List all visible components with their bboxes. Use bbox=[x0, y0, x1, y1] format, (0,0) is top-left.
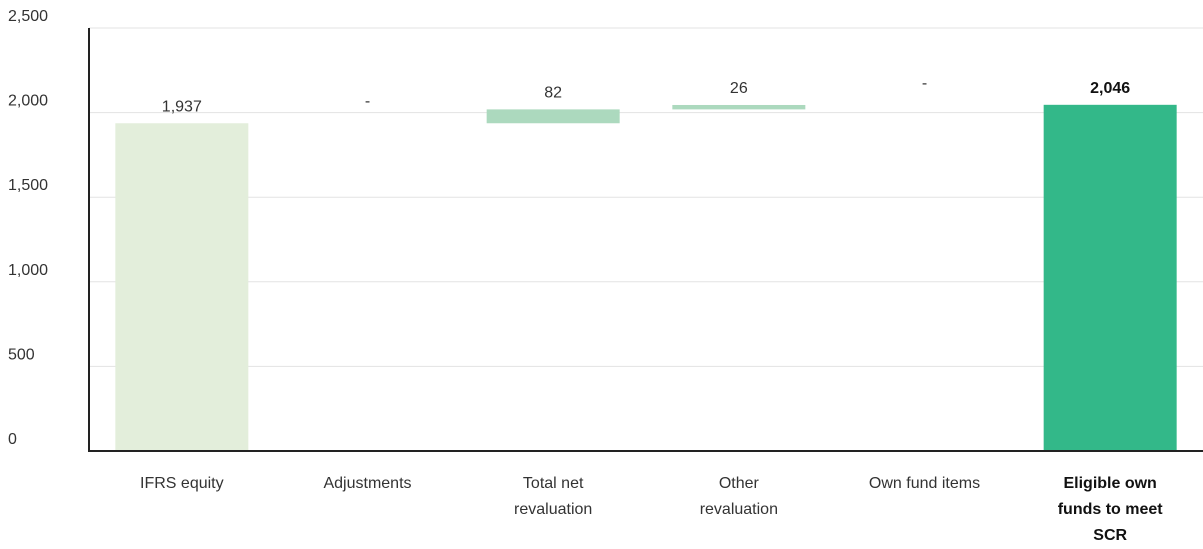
bar bbox=[486, 109, 620, 124]
data-label: 26 bbox=[730, 80, 748, 97]
bar bbox=[1043, 104, 1177, 451]
data-label: 1,937 bbox=[162, 98, 202, 115]
x-tick-label: SCR bbox=[1093, 527, 1127, 544]
x-axis-categories: IFRS equity Adjustments Total net revaluati… bbox=[140, 475, 1163, 544]
x-tick-label: IFRS equity bbox=[140, 475, 224, 492]
bar bbox=[672, 104, 806, 110]
gridlines bbox=[89, 27, 1203, 367]
bar bbox=[115, 123, 249, 452]
y-tick-label: 2,500 bbox=[8, 8, 48, 25]
x-tick-label: Eligible own bbox=[1063, 475, 1156, 492]
data-label: - bbox=[365, 93, 370, 110]
data-labels: 1,937 - 82 26 - 2,046 bbox=[162, 75, 1130, 115]
x-tick-label: Other bbox=[719, 475, 760, 492]
x-tick-label: funds to meet bbox=[1058, 501, 1164, 518]
data-label: 2,046 bbox=[1090, 80, 1130, 97]
x-tick-label: Own fund items bbox=[869, 475, 980, 492]
data-label: 82 bbox=[544, 84, 562, 101]
axes bbox=[88, 28, 1203, 452]
y-tick-label: 1,500 bbox=[8, 177, 48, 194]
bars bbox=[115, 104, 1177, 452]
y-tick-label: 1,000 bbox=[8, 262, 48, 279]
x-tick-label: Total net bbox=[523, 475, 584, 492]
data-label: - bbox=[922, 75, 927, 92]
x-tick-label: revaluation bbox=[700, 501, 778, 518]
y-tick-label: 0 bbox=[8, 431, 17, 448]
x-tick-label: Adjustments bbox=[323, 475, 411, 492]
y-tick-label: 2,000 bbox=[8, 93, 48, 110]
y-axis-ticks: 0 500 1,000 1,500 2,000 2,500 bbox=[8, 8, 48, 448]
y-tick-label: 500 bbox=[8, 346, 35, 363]
x-tick-label: revaluation bbox=[514, 501, 592, 518]
